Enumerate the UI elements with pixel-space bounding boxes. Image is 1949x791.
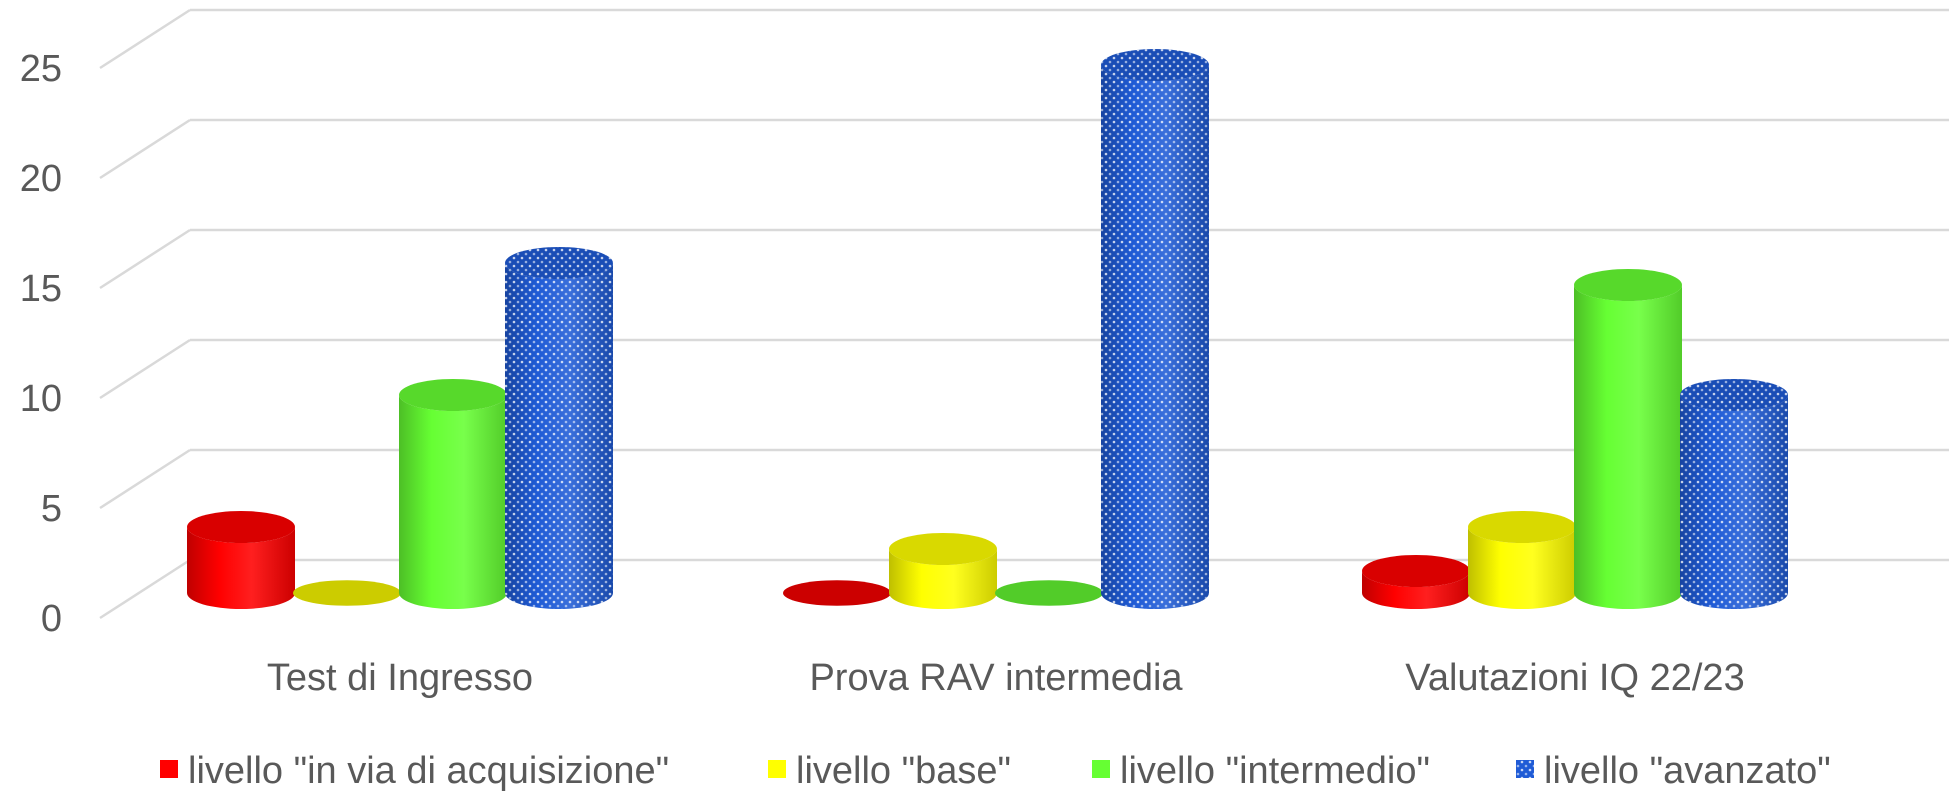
x-category-label: Test di Ingresso bbox=[267, 657, 533, 699]
bar-test-di-ingresso-series-0 bbox=[187, 511, 295, 609]
legend-label: livello "base" bbox=[796, 750, 1011, 791]
gridline-diagonal bbox=[99, 558, 191, 620]
legend: livello "in via di acquisizione" livello … bbox=[160, 750, 1831, 791]
legend-item-0: livello "in via di acquisizione" bbox=[160, 750, 669, 791]
y-tick-label: 25 bbox=[20, 48, 62, 90]
y-axis-tick-labels: 0 5 10 15 20 25 bbox=[20, 48, 62, 640]
y-tick-label: 20 bbox=[20, 158, 62, 200]
bar-prova-rav-intermedia-series-0 bbox=[783, 580, 891, 606]
plot-area bbox=[187, 49, 1788, 609]
x-axis-category-labels: Test di Ingresso Prova RAV intermedia Valu… bbox=[267, 657, 1745, 699]
y-tick-label: 0 bbox=[41, 598, 62, 640]
legend-swatch bbox=[160, 760, 178, 778]
x-category-label: Prova RAV intermedia bbox=[809, 657, 1183, 699]
gridline-diagonal bbox=[99, 448, 191, 510]
legend-label: livello "intermedio" bbox=[1120, 750, 1430, 791]
legend-swatch bbox=[1092, 760, 1110, 778]
x-category-label: Valutazioni IQ 22/23 bbox=[1405, 657, 1744, 699]
bar-valutazioni-iq-22-23-series-0 bbox=[1362, 555, 1470, 609]
gridline-diagonal bbox=[99, 8, 191, 70]
y-tick-label: 10 bbox=[20, 378, 62, 420]
bar-prova-rav-intermedia-series-2 bbox=[995, 580, 1103, 606]
bar-valutazioni-iq-22-23-series-2 bbox=[1574, 269, 1682, 609]
y-tick-label: 5 bbox=[41, 488, 62, 530]
bar-test-di-ingresso-series-3 bbox=[505, 247, 613, 609]
legend-swatch bbox=[768, 760, 786, 778]
legend-item-3: livello "avanzato" bbox=[1516, 750, 1831, 791]
gridline-diagonal bbox=[99, 338, 191, 400]
bar-test-di-ingresso-series-1 bbox=[293, 580, 401, 606]
bar-valutazioni-iq-22-23-series-1 bbox=[1468, 511, 1576, 609]
legend-item-2: livello "intermedio" bbox=[1092, 750, 1430, 791]
legend-label: livello "avanzato" bbox=[1544, 750, 1831, 791]
bar-valutazioni-iq-22-23-series-3 bbox=[1680, 379, 1788, 609]
y-tick-label: 15 bbox=[20, 268, 62, 310]
gridline-diagonal bbox=[99, 118, 191, 180]
legend-label: livello "in via di acquisizione" bbox=[188, 750, 669, 791]
bar-prova-rav-intermedia-series-3 bbox=[1101, 49, 1209, 609]
bar-test-di-ingresso-series-2 bbox=[399, 379, 507, 609]
gridline-diagonal bbox=[99, 228, 191, 290]
legend-item-1: livello "base" bbox=[768, 750, 1011, 791]
bar-prova-rav-intermedia-series-1 bbox=[889, 533, 997, 609]
